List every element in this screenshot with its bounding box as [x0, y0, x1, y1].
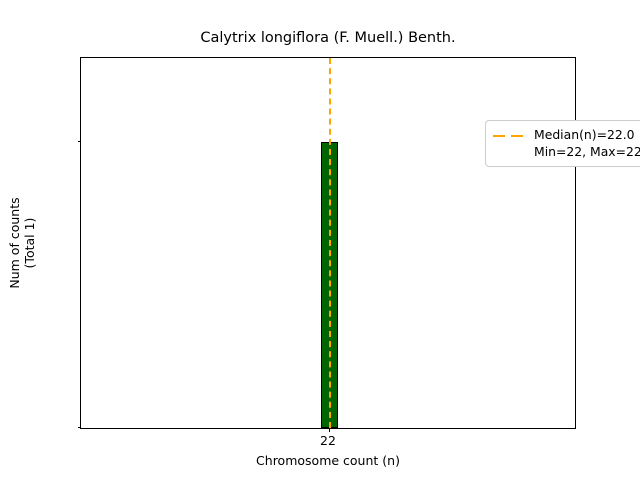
- legend-line-median: Median(n)=22.0: [534, 127, 635, 142]
- xtick-mark-22: [329, 428, 330, 432]
- y-axis-label-line2: (Total 1): [22, 217, 37, 269]
- x-axis-label: Chromosome count (n): [256, 453, 400, 468]
- legend-text: Median(n)=22.0 Min=22, Max=22: [534, 127, 640, 160]
- ytick-mark-1: [77, 141, 81, 142]
- xtick-label-22: 22: [320, 433, 336, 448]
- bars-layer: [81, 58, 575, 428]
- ytick-mark-0: [77, 427, 81, 428]
- legend-box: Median(n)=22.0 Min=22, Max=22: [485, 120, 640, 168]
- chart-title: Calytrix longiflora (F. Muell.) Benth.: [200, 30, 456, 46]
- plot-area: 0 1 Median(n)=22.0 Min=22, Max=22: [77, 57, 640, 432]
- median-line-legend-icon: [493, 128, 527, 145]
- y-axis-label-line1: Num of counts: [6, 197, 22, 289]
- median-line: [329, 58, 331, 428]
- legend-line-minmax: Min=22, Max=22: [534, 143, 640, 159]
- y-axis-label: Num of counts (Total 1): [7, 197, 38, 288]
- y-axis-label-wrap: Num of counts (Total 1): [0, 57, 44, 429]
